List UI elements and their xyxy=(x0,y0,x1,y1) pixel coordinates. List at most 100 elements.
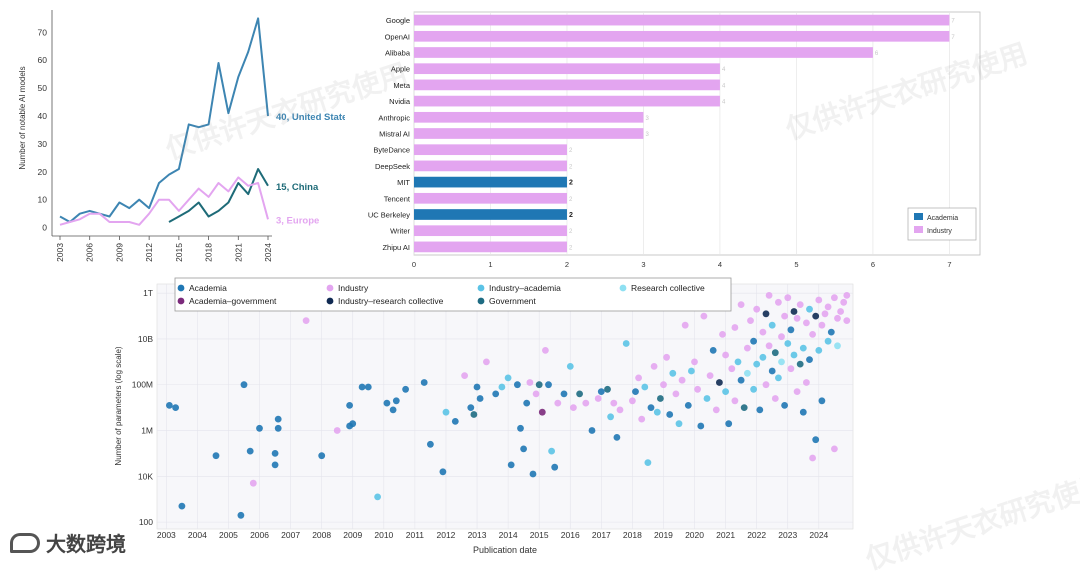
scatter-point-government xyxy=(657,395,664,402)
scatter-point-industry xyxy=(554,399,562,407)
scatter-point-industry xyxy=(759,328,767,336)
scatter-point-industry-academia xyxy=(759,353,767,361)
scatter-point-academia xyxy=(632,388,639,395)
line-x-tick-label: 2018 xyxy=(204,243,214,262)
bar-value-label: 4 xyxy=(722,83,726,89)
scatter-x-tick-label: 2012 xyxy=(437,530,456,540)
scatter-point-industry-academia xyxy=(641,383,649,391)
scatter-point-industry xyxy=(719,331,726,338)
bar-category-label: DeepSeek xyxy=(375,162,410,171)
scatter-point-industry xyxy=(694,385,701,393)
scatter-point-industry-academia xyxy=(815,347,823,354)
scatter-point-industry xyxy=(629,397,636,405)
scatter-point-academia xyxy=(666,411,674,418)
scatter-point-industry xyxy=(594,395,602,402)
bar-value-label: 3 xyxy=(645,132,649,138)
scatter-point-academia xyxy=(392,397,400,405)
line-y-tick-label: 30 xyxy=(38,139,48,149)
bar xyxy=(414,95,720,107)
scatter-point-industry xyxy=(747,317,754,324)
bar-value-label: 7 xyxy=(951,35,955,41)
line-chart-y-label: Number of notable AI models xyxy=(18,66,27,169)
scatter-point-industry xyxy=(681,321,689,329)
scatter-point-industry xyxy=(765,292,773,299)
scatter-point-industry xyxy=(831,294,838,302)
legend-marker-industry xyxy=(326,284,334,292)
scatter-point-industry xyxy=(809,331,816,338)
scatter-point-government xyxy=(796,360,804,368)
line-y-tick-label: 20 xyxy=(38,167,48,177)
scatter-point-academia xyxy=(827,328,835,336)
scatter-point-industry-academia xyxy=(753,360,761,368)
bar-value-label: 2 xyxy=(569,180,573,187)
line-y-tick-label: 60 xyxy=(38,55,48,65)
scatter-point-academia xyxy=(274,415,282,423)
scatter-point-academia xyxy=(551,463,559,471)
scatter-point-academia xyxy=(756,406,764,414)
line-x-tick-label: 2021 xyxy=(233,243,243,262)
scatter-y-tick-label: 10B xyxy=(138,334,153,344)
scatter-point-research-collective xyxy=(834,342,841,350)
scatter-point-industry xyxy=(706,372,714,379)
scatter-point-industry-academia xyxy=(750,385,757,393)
bar-x-tick-label: 1 xyxy=(488,260,492,269)
legend-marker-industry-research-collective xyxy=(326,297,334,305)
scatter-point-industry xyxy=(542,347,549,354)
scatter-point-industry-academia xyxy=(374,493,381,501)
scatter-point-academia xyxy=(520,445,527,453)
scatter-point-industry xyxy=(775,298,782,306)
line-x-tick-label: 2012 xyxy=(144,243,154,262)
scatter-point-academia xyxy=(492,390,500,398)
bar-value-label: 4 xyxy=(722,67,726,73)
scatter-x-tick-label: 2016 xyxy=(561,530,580,540)
scatter-point-academia xyxy=(787,326,795,334)
scatter-point-academia xyxy=(684,402,692,409)
scatter-point-industry xyxy=(635,374,642,382)
scatter-point-industry-academia xyxy=(566,363,574,370)
chat-bubble-icon xyxy=(10,532,40,553)
scatter-x-tick-label: 2009 xyxy=(343,530,362,540)
scatter-point-industry xyxy=(781,312,788,320)
scatter-point-industry xyxy=(837,308,844,315)
scatter-x-tick-label: 2013 xyxy=(468,530,487,540)
scatter-point-academia xyxy=(358,383,366,391)
line-chart: Number of notable AI models 0 10 20 30 40 50 6… xyxy=(18,10,345,262)
scatter-point-industry xyxy=(660,381,667,389)
scatter-point-industry xyxy=(483,358,490,366)
scatter-point-academia xyxy=(212,452,220,460)
scatter-point-academia xyxy=(523,399,531,407)
scatter-point-academia xyxy=(529,470,537,478)
scatter-point-industry xyxy=(744,344,751,352)
series-end-label-china: 15, China xyxy=(276,182,319,193)
scatter-point-industry-academia xyxy=(653,408,661,416)
bar-value-label: 2 xyxy=(569,164,573,170)
scatter-point-academia xyxy=(346,402,353,409)
scatter-point-academia xyxy=(383,399,391,407)
scatter-point-industry xyxy=(570,404,577,411)
scatter-point-academia xyxy=(647,404,655,411)
scatter-point-industry xyxy=(700,312,708,320)
legend-label: Academia–government xyxy=(189,296,277,306)
bar xyxy=(414,63,720,75)
scatter-point-academia xyxy=(750,337,757,345)
legend-marker-research-collective xyxy=(619,284,627,292)
scatter-point-academia xyxy=(709,347,717,354)
scatter-point-industry-research-collective xyxy=(812,312,820,320)
scatter-point-industry xyxy=(638,415,646,423)
bar-value-label: 7 xyxy=(951,19,955,25)
scatter-point-industry xyxy=(793,388,801,395)
scatter-point-industry xyxy=(650,363,658,370)
scatter-point-academia xyxy=(318,452,326,460)
scatter-point-academia-government xyxy=(538,408,546,416)
scatter-point-academia xyxy=(271,461,279,469)
scatter-y-tick-label: 1M xyxy=(141,426,153,436)
scatter-x-tick-label: 2021 xyxy=(716,530,735,540)
bar-value-label: 4 xyxy=(722,100,726,106)
scatter-x-tick-label: 2010 xyxy=(374,530,393,540)
line-x-tick-label: 2024 xyxy=(263,243,273,262)
legend-swatch-academia xyxy=(914,213,923,220)
scatter-point-industry-academia xyxy=(790,351,798,359)
series-line-china xyxy=(168,168,269,223)
scatter-point-academia xyxy=(799,408,807,416)
bar-category-label: Zhipu AI xyxy=(382,243,410,252)
